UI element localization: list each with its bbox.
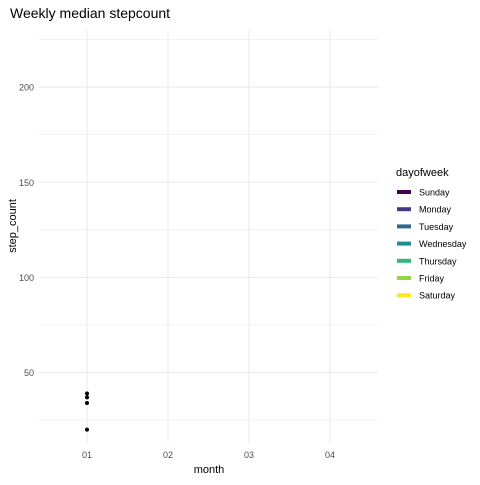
x-tick-label: 01 xyxy=(82,450,92,460)
data-point xyxy=(85,427,89,432)
x-tick-label: 02 xyxy=(163,450,173,460)
legend-key xyxy=(397,258,411,263)
chart-title: Weekly median stepcount xyxy=(10,5,170,21)
x-axis-label: month xyxy=(194,464,225,476)
x-tick-label: 03 xyxy=(244,450,254,460)
legend-label: Monday xyxy=(419,205,452,215)
points-layer xyxy=(85,391,89,432)
legend-label: Wednesday xyxy=(419,239,467,249)
y-axis-label: step_count xyxy=(7,199,19,253)
legend-key xyxy=(397,276,411,280)
y-tick-label: 50 xyxy=(24,368,34,378)
legend-key xyxy=(397,190,411,194)
grid-layer xyxy=(39,30,378,443)
data-point xyxy=(85,391,89,396)
legend-label: Friday xyxy=(419,274,445,284)
x-tick-label: 04 xyxy=(325,450,335,460)
legend-label: Tuesday xyxy=(419,222,454,232)
legend-label: Thursday xyxy=(419,256,457,266)
legend-title: dayofweek xyxy=(396,167,449,179)
y-axis-ticks: 50 100 150 200 xyxy=(19,83,34,378)
legend-key xyxy=(397,293,411,298)
y-tick-label: 200 xyxy=(19,83,34,93)
x-axis-ticks: 01 02 03 04 xyxy=(82,450,335,460)
legend-key xyxy=(397,207,411,212)
data-point xyxy=(85,401,89,406)
legend-label: Sunday xyxy=(419,188,450,198)
legend: dayofweek Sunday Monday Tuesday Wednesday Th… xyxy=(396,167,467,301)
legend-label: Saturday xyxy=(419,291,456,301)
data-point xyxy=(85,395,89,400)
legend-key xyxy=(397,224,411,229)
y-tick-label: 100 xyxy=(19,273,34,283)
legend-key xyxy=(397,241,411,246)
y-tick-label: 150 xyxy=(19,178,34,188)
